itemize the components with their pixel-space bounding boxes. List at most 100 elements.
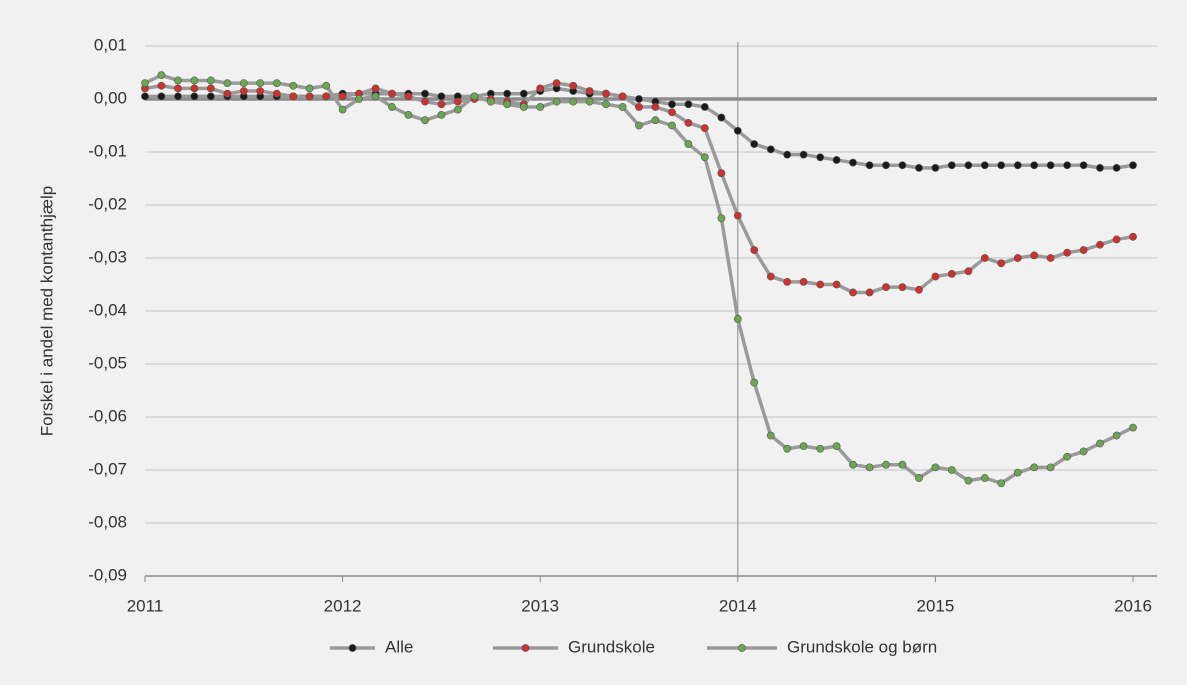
legend-label: Alle xyxy=(385,637,413,656)
data-point xyxy=(206,84,215,93)
data-point xyxy=(1030,161,1039,170)
data-point xyxy=(964,476,973,485)
data-point xyxy=(1013,161,1022,170)
legend-marker xyxy=(738,644,746,652)
data-point xyxy=(223,79,232,87)
data-point xyxy=(1063,161,1072,170)
data-point xyxy=(783,150,792,159)
data-point xyxy=(1079,246,1088,254)
data-point xyxy=(371,92,380,101)
data-point xyxy=(1030,251,1039,260)
data-point xyxy=(569,97,578,106)
y-tick-label: -0,07 xyxy=(88,459,127,478)
data-point xyxy=(256,87,265,95)
data-point xyxy=(355,95,363,103)
data-point xyxy=(733,126,742,135)
data-point xyxy=(700,124,709,133)
data-point xyxy=(157,92,166,101)
data-point xyxy=(470,92,479,101)
data-point xyxy=(915,474,923,482)
data-point xyxy=(882,460,890,469)
x-tick-label: 2015 xyxy=(916,596,954,615)
data-point xyxy=(1129,161,1137,170)
data-point xyxy=(832,280,841,289)
data-point xyxy=(947,269,956,278)
data-point xyxy=(1129,423,1137,432)
data-point xyxy=(799,150,808,159)
data-point xyxy=(453,105,462,114)
x-tick-label: 2014 xyxy=(719,596,757,615)
data-point xyxy=(569,81,578,90)
data-point xyxy=(174,76,182,85)
data-point xyxy=(849,460,857,469)
data-point xyxy=(915,163,923,172)
data-point xyxy=(536,103,545,111)
y-tick-label: -0,08 xyxy=(88,512,127,531)
data-point xyxy=(684,100,693,109)
data-point xyxy=(635,95,643,103)
data-point xyxy=(437,100,446,109)
data-point xyxy=(783,444,792,453)
legend-marker xyxy=(521,644,530,652)
data-point xyxy=(141,92,149,101)
data-point xyxy=(997,259,1006,268)
data-point xyxy=(1063,452,1072,461)
y-tick-label: 0,00 xyxy=(94,88,127,107)
x-tick-label: 2011 xyxy=(127,596,164,615)
data-point xyxy=(239,87,248,95)
y-tick-label: -0,05 xyxy=(88,353,127,372)
data-point xyxy=(882,161,890,170)
data-point xyxy=(338,105,347,114)
data-point xyxy=(700,103,709,111)
x-tick-label: 2013 xyxy=(521,596,559,615)
data-point xyxy=(635,121,643,130)
data-point xyxy=(733,211,742,220)
data-point xyxy=(980,254,989,262)
data-point xyxy=(997,161,1006,170)
data-point xyxy=(190,76,199,85)
data-point xyxy=(750,378,759,387)
data-point xyxy=(371,84,380,93)
data-point xyxy=(882,283,890,292)
y-tick-label: -0,04 xyxy=(88,300,127,319)
data-point xyxy=(733,315,742,323)
data-point xyxy=(964,267,973,276)
data-point xyxy=(174,92,182,101)
data-point xyxy=(206,76,215,85)
data-point xyxy=(519,103,528,111)
data-point xyxy=(486,97,495,106)
data-point xyxy=(1046,254,1055,262)
data-point xyxy=(717,169,726,178)
data-point xyxy=(766,431,775,440)
data-point xyxy=(865,288,874,297)
x-tick-label: 2012 xyxy=(324,596,362,615)
series-line xyxy=(144,73,1134,485)
data-point xyxy=(404,111,413,119)
data-point xyxy=(552,97,561,106)
data-point xyxy=(272,79,281,87)
data-point xyxy=(717,113,726,122)
data-point xyxy=(421,89,429,98)
data-point xyxy=(684,118,693,127)
data-point xyxy=(832,442,841,451)
data-point xyxy=(717,214,726,223)
data-point xyxy=(1096,240,1104,249)
y-tick-label: -0,09 xyxy=(88,565,127,584)
data-point xyxy=(898,460,907,469)
data-point xyxy=(322,81,331,90)
data-point xyxy=(338,92,347,101)
y-tick-label: 0,01 xyxy=(94,35,127,54)
data-point xyxy=(437,111,446,119)
data-point xyxy=(1112,431,1121,440)
data-point xyxy=(322,92,331,101)
data-point xyxy=(980,474,989,482)
data-point xyxy=(898,283,907,292)
x-tick-label: 2016 xyxy=(1114,596,1152,615)
data-point xyxy=(832,156,841,164)
data-point xyxy=(404,92,413,101)
data-point xyxy=(602,100,610,109)
data-point xyxy=(157,81,166,90)
data-point xyxy=(668,121,676,130)
data-point xyxy=(816,280,825,289)
